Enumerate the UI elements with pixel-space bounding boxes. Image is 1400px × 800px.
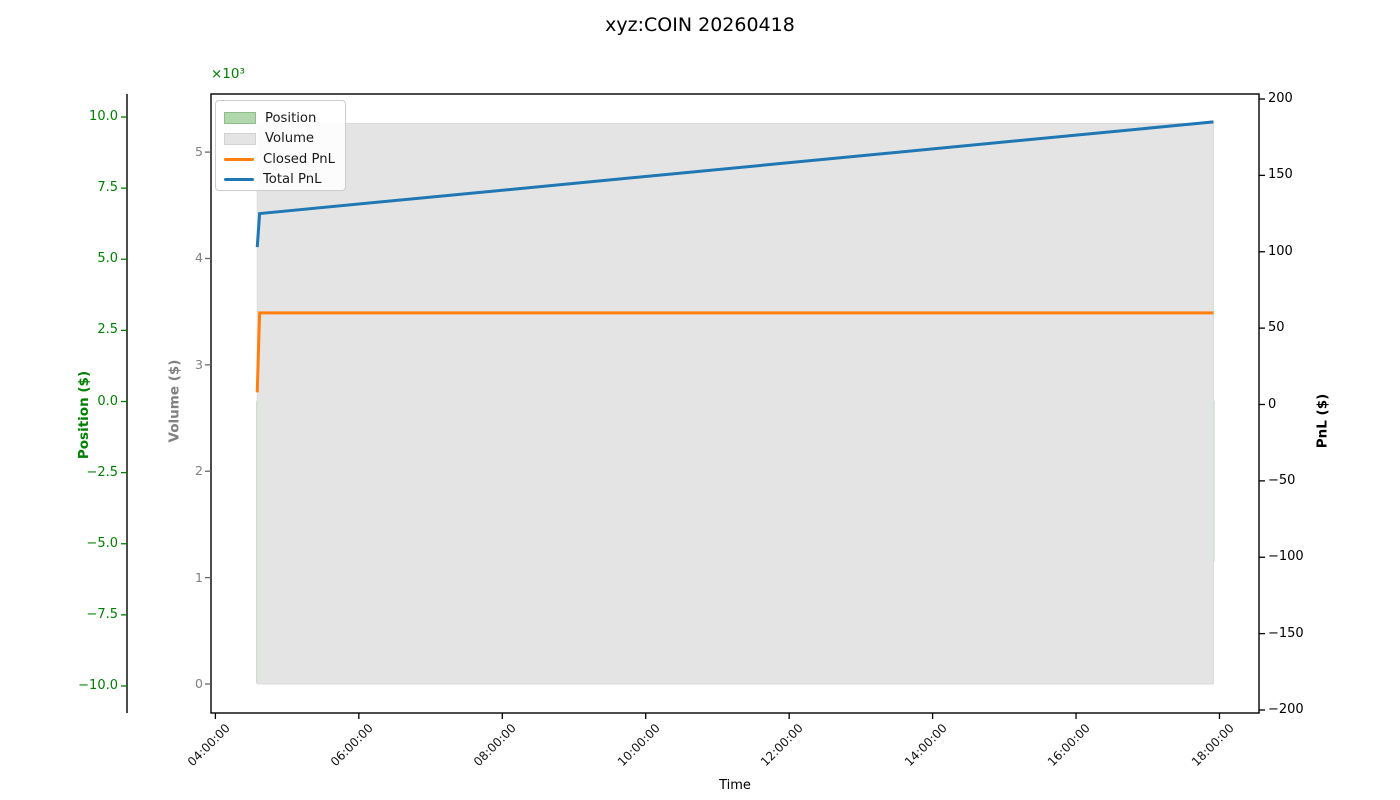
- pnl-tick-label: −200: [1268, 702, 1304, 717]
- pnl-tick-label: −100: [1268, 549, 1304, 565]
- legend-item-total-pnl: Total PnL: [224, 170, 337, 191]
- pnl-tick-label: 0: [1268, 396, 1277, 412]
- volume-tick-label: 1: [195, 569, 203, 585]
- volume-axis-offset-text: ×10³: [211, 66, 245, 82]
- position-tick-label: −7.5: [86, 606, 118, 622]
- position-tick-label: 2.5: [97, 322, 118, 338]
- volume-tick-label: 3: [195, 356, 203, 372]
- legend-label-volume: Volume: [265, 131, 315, 147]
- position-tick-label: −2.5: [86, 464, 118, 480]
- series-line-total-pnl: [255, 120, 1214, 248]
- pnl-tick-label: −50: [1268, 472, 1296, 488]
- legend: Position Volume Closed PnL Total PnL: [215, 100, 346, 191]
- volume-tick-label: 0: [195, 676, 203, 691]
- legend-item-closed-pnl: Closed PnL: [224, 149, 337, 170]
- volume-swatch-icon: [224, 132, 256, 145]
- volume-axis-label: Volume ($): [166, 359, 183, 443]
- pnl-tick-label: 200: [1268, 91, 1293, 106]
- pnl-tick-label: −150: [1268, 625, 1304, 641]
- volume-tick-label: 2: [195, 463, 203, 479]
- legend-label-closed-pnl: Closed PnL: [263, 151, 335, 167]
- closed-pnl-swatch-icon: [224, 157, 254, 161]
- legend-label-position: Position: [265, 110, 317, 126]
- pnl-tick-label: 50: [1268, 320, 1285, 336]
- plot-box-spines: [210, 93, 1260, 714]
- pnl-tick-label: 150: [1268, 167, 1293, 183]
- series-line-closed-pnl: [255, 311, 1214, 393]
- position-tick-label: 0.0: [97, 393, 118, 409]
- x-axis-label: Time: [719, 778, 751, 793]
- total-pnl-swatch-icon: [224, 178, 254, 182]
- position-tick-label: −10.0: [78, 678, 118, 693]
- volume-tick-label: 4: [195, 250, 203, 266]
- legend-label-total-pnl: Total PnL: [263, 172, 322, 188]
- position-swatch-icon: [224, 112, 256, 125]
- chart-title: xyz:COIN 20260418: [605, 14, 795, 36]
- series-area-volume: [256, 122, 1214, 685]
- position-tick-label: 7.5: [97, 180, 118, 196]
- pnl-tick-label: 100: [1268, 243, 1293, 259]
- position-axis-label: Position ($): [76, 370, 93, 460]
- legend-item-position: Position: [224, 108, 337, 129]
- position-tick-label: 5.0: [97, 251, 118, 267]
- volume-tick-label: 5: [195, 144, 203, 160]
- legend-item-volume: Volume: [224, 129, 337, 150]
- position-tick-label: −5.0: [86, 535, 118, 551]
- pnl-axis-label: PnL ($): [1314, 393, 1331, 449]
- position-tick-label: 10.0: [89, 109, 118, 124]
